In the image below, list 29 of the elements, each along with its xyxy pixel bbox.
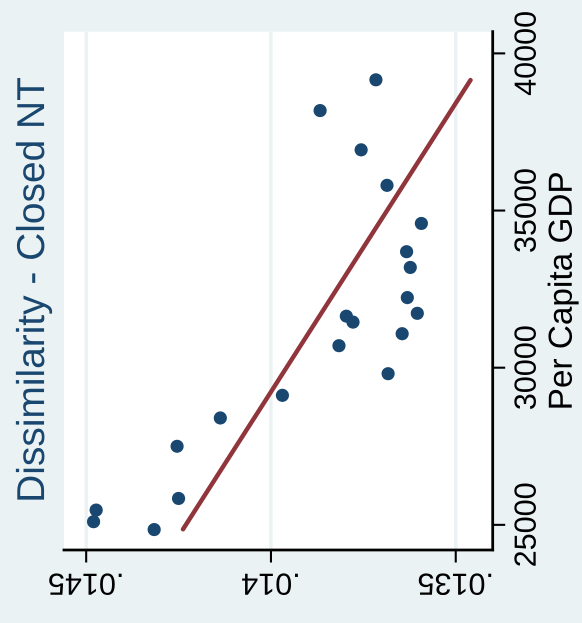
point [382, 367, 395, 380]
point [332, 339, 346, 352]
y-tick-label: 30000 [514, 326, 536, 410]
x-tick-label: .0145 [49, 573, 122, 596]
text: Dissimilarity - Closed NT [16, 78, 52, 500]
point [172, 492, 186, 506]
point [369, 73, 383, 86]
point [354, 143, 368, 156]
x-tick-label: .0135 [418, 573, 492, 596]
point [90, 503, 103, 517]
y-tick-label: 35000 [514, 169, 536, 252]
x-tick-label: .014 [242, 573, 298, 596]
point [170, 440, 184, 453]
y-tick-label: 25000 [514, 484, 536, 566]
point [400, 245, 414, 258]
point [380, 178, 394, 192]
point [346, 316, 360, 329]
point [314, 104, 327, 118]
point [148, 522, 161, 536]
point [410, 306, 424, 320]
point [400, 291, 414, 304]
point [214, 411, 227, 425]
point [414, 216, 428, 230]
y-axis-title: Per Capita GDP [548, 173, 579, 408]
y-tick-label: 40000 [514, 12, 536, 96]
point [404, 260, 417, 274]
point [396, 327, 409, 340]
point [276, 388, 290, 402]
point [86, 515, 100, 528]
